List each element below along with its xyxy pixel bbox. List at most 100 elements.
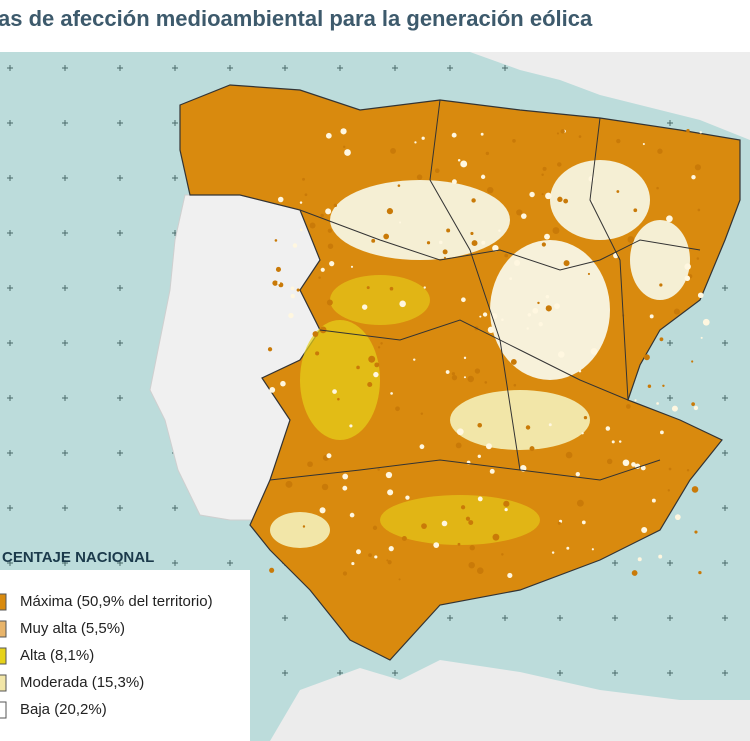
speckle	[498, 229, 501, 232]
patch	[630, 220, 690, 300]
speckle	[647, 384, 652, 389]
speckle	[326, 453, 332, 459]
speckle	[275, 266, 282, 272]
speckle	[492, 533, 500, 541]
speckle	[461, 297, 466, 303]
speckle	[387, 489, 394, 496]
speckle	[504, 253, 509, 258]
speckle	[327, 243, 334, 249]
speckle	[474, 368, 481, 374]
speckle	[554, 303, 560, 310]
speckle	[389, 286, 394, 291]
speckle	[380, 342, 383, 345]
patch	[300, 320, 380, 440]
speckle	[694, 530, 698, 534]
speckle	[565, 451, 573, 459]
speckle	[463, 356, 467, 360]
speckle	[691, 402, 695, 406]
speckle	[563, 198, 569, 204]
speckle	[501, 318, 504, 322]
speckle	[373, 371, 379, 378]
speckle	[691, 360, 694, 363]
graticule-cross	[117, 65, 123, 71]
speckle	[521, 213, 527, 219]
speckle	[552, 227, 560, 234]
speckle	[469, 545, 475, 551]
graticule-cross	[7, 65, 13, 71]
speckle	[480, 132, 484, 136]
speckle	[414, 141, 417, 144]
speckle	[529, 191, 535, 198]
speckle	[343, 145, 346, 149]
speckle	[489, 468, 495, 474]
speckle	[471, 240, 478, 247]
graticule-cross	[62, 120, 68, 126]
speckle	[659, 283, 663, 287]
graticule-cross	[667, 670, 673, 676]
graticule-cross	[667, 615, 673, 621]
speckle	[576, 499, 584, 507]
speckle	[332, 389, 337, 394]
graticule-cross	[172, 560, 178, 566]
speckle	[485, 151, 490, 156]
speckle	[666, 215, 673, 223]
low-affection-patches	[267, 128, 710, 581]
speckle	[651, 498, 656, 503]
speckle	[386, 208, 394, 215]
speckle	[631, 570, 638, 576]
speckle	[583, 415, 588, 420]
speckle	[397, 184, 401, 187]
graticule-cross	[447, 65, 453, 71]
graticule-cross	[612, 670, 618, 676]
speckle	[686, 129, 690, 133]
graticule-cross	[337, 65, 343, 71]
speckle	[309, 222, 316, 229]
speckle	[299, 228, 303, 232]
speckle	[467, 375, 474, 383]
graticule-cross	[117, 505, 123, 511]
speckle	[433, 542, 440, 548]
speckle	[487, 186, 494, 194]
graticule-cross	[227, 560, 233, 566]
patch	[270, 512, 330, 548]
patch	[380, 495, 540, 545]
speckle	[587, 272, 591, 276]
speckle	[481, 240, 486, 245]
speckle	[274, 239, 278, 242]
graticule-cross	[117, 340, 123, 346]
speckle	[557, 162, 562, 167]
speckle	[413, 358, 416, 361]
speckle	[560, 129, 565, 134]
speckle	[542, 166, 547, 171]
speckle	[349, 424, 353, 428]
speckle	[686, 469, 690, 472]
speckle	[304, 193, 308, 197]
speckle	[342, 485, 348, 491]
speckle	[641, 526, 648, 534]
graticule-cross	[62, 65, 68, 71]
speckle	[640, 465, 646, 471]
speckle	[351, 561, 355, 566]
speckle	[477, 454, 481, 458]
speckle	[292, 243, 298, 248]
speckle	[606, 458, 613, 465]
speckle	[421, 523, 427, 529]
patch	[450, 390, 590, 450]
region-border	[299, 209, 701, 271]
speckle	[377, 468, 380, 471]
graticule-cross	[282, 65, 288, 71]
speckle	[372, 525, 378, 531]
speckle	[513, 383, 517, 387]
speckle	[700, 336, 703, 339]
speckle	[618, 440, 622, 443]
speckle	[277, 281, 280, 285]
graticule-cross	[612, 615, 618, 621]
speckle	[480, 174, 486, 180]
speckle	[420, 412, 424, 415]
speckle	[684, 263, 691, 270]
speckle	[693, 405, 699, 411]
graticule-cross	[62, 175, 68, 181]
speckle	[578, 135, 582, 138]
speckle	[320, 267, 325, 272]
